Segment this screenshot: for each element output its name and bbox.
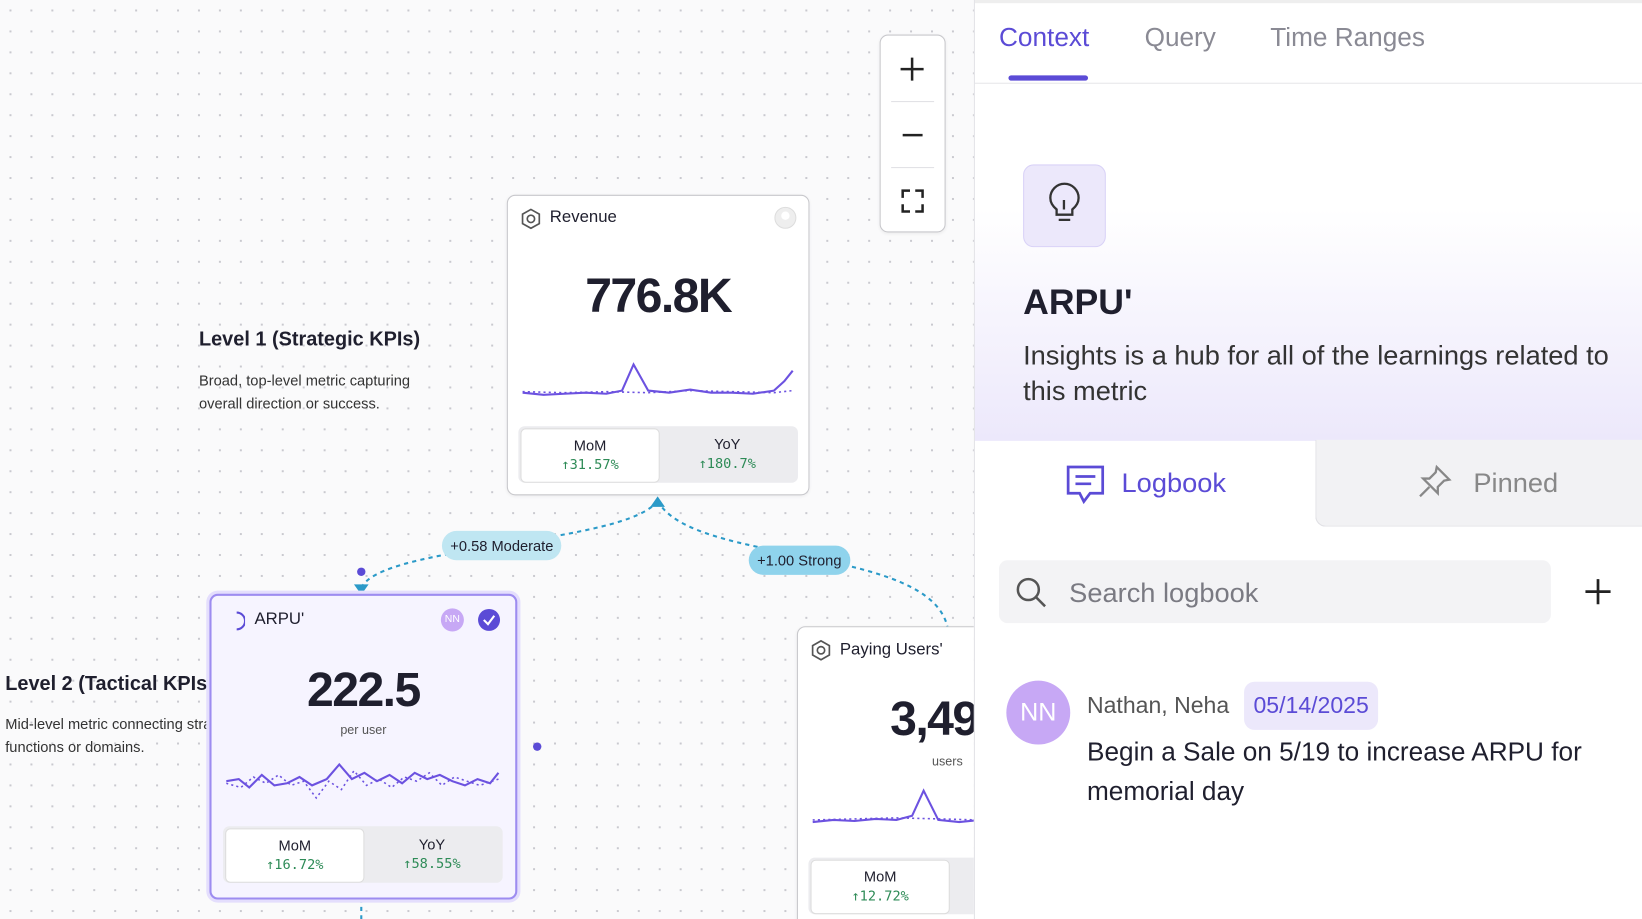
- metric-card[interactable]: ARPU' NN 222.5 per user MoM ↑16.72% YoY ↑5…: [209, 593, 518, 900]
- author-avatar: NN: [1006, 680, 1071, 745]
- metric-description: Insights is a hub for all of the learnin…: [1023, 339, 1609, 407]
- comparison: YoY ↑180.7%: [659, 428, 796, 480]
- search-placeholder: Search logbook: [1069, 577, 1259, 609]
- fit-view[interactable]: [901, 189, 924, 213]
- zoom-in[interactable]: [900, 57, 924, 81]
- comparison-value: ↑180.7%: [698, 456, 756, 473]
- loading-icon: [236, 611, 246, 631]
- subtab[interactable]: Logbook: [1121, 467, 1227, 499]
- owner-icon: [774, 206, 797, 229]
- metric-value: 3,49: [890, 691, 974, 746]
- metric-icon: [811, 639, 831, 661]
- handle: [357, 567, 366, 576]
- edge: [656, 500, 949, 629]
- card-title: ARPU': [254, 610, 305, 629]
- edge-arrow: [650, 496, 665, 507]
- metric-card[interactable]: Revenue 776.8K MoM ↑31.57% YoY ↑180.7%: [506, 194, 810, 496]
- comparison: MoM ↑31.57%: [520, 428, 660, 483]
- comparison-box: MoM ↑31.57% YoY ↑180.7%: [518, 426, 798, 483]
- side-panel: Context Query Time Ranges ARPU' Insights…: [973, 0, 1642, 919]
- zoom-icons: [891, 57, 935, 213]
- comparison: MoM ↑16.72%: [225, 828, 365, 883]
- lightbulb-icon: [1049, 182, 1080, 222]
- entry-author: Nathan, Neha: [1086, 692, 1230, 719]
- tab[interactable]: Time Ranges: [1270, 23, 1425, 53]
- owner-avatar: NN: [440, 608, 464, 632]
- edge-arrow: [353, 584, 369, 595]
- comparison: MoM ↑12.72%: [810, 859, 950, 915]
- metric-unit: per user: [340, 722, 387, 738]
- comparison-label: YoY: [714, 435, 741, 453]
- active-tab-indicator: [1008, 75, 1089, 81]
- comparison-value: ↑31.57%: [561, 457, 619, 474]
- metric-header: ARPU' Insights is a hub for all of the l…: [974, 82, 1642, 441]
- subtab[interactable]: Pinned: [1473, 467, 1559, 499]
- tab[interactable]: Query: [1144, 23, 1216, 53]
- sparkline: [522, 362, 794, 396]
- metric-value: 222.5: [307, 661, 421, 717]
- edge-label[interactable]: +1.00 Strong: [748, 545, 850, 575]
- pin-icon: [1419, 464, 1452, 498]
- level-title: Level 2 (Tactical KPIs): [5, 673, 214, 696]
- logbook-icon: [1066, 465, 1105, 505]
- comparison-value: ↑58.55%: [403, 856, 461, 873]
- entry-text: Begin a Sale on 5/19 to increase ARPU fo…: [1086, 737, 1582, 807]
- insight-icon-box: [1023, 164, 1106, 248]
- comparison-label: MoM: [573, 436, 607, 454]
- comparison-label: MoM: [278, 836, 312, 854]
- sparkline: [812, 788, 974, 824]
- search-box[interactable]: Search logbook: [999, 560, 1551, 624]
- tab[interactable]: Context: [999, 23, 1090, 53]
- top-border: [974, 0, 1642, 4]
- add-button[interactable]: [1584, 578, 1611, 605]
- handle: [533, 742, 542, 751]
- metric-title: ARPU': [1023, 282, 1133, 323]
- metric-icon: [521, 208, 541, 230]
- level-title: Level 1 (Strategic KPIs): [198, 328, 421, 351]
- subtab-inactive: [1315, 439, 1642, 527]
- comparison-value: ↑12.72%: [851, 889, 909, 905]
- comparison-label: YoY: [418, 835, 446, 853]
- edge-label[interactable]: +0.58 Moderate: [441, 530, 562, 561]
- card-title: Revenue: [549, 208, 617, 227]
- entry-date: 05/14/2025: [1244, 681, 1379, 730]
- verified-badge: [478, 608, 501, 631]
- zoom-controls: [879, 34, 946, 233]
- metric-card[interactable]: Paying Users' 3,49 users MoM ↑12.72%: [796, 626, 974, 919]
- level-description: Broad, top-level metric capturing overal…: [198, 371, 411, 412]
- level-description: Mid-level metric connecting strategy to …: [5, 715, 256, 756]
- sparkline: [226, 762, 500, 800]
- comparison-box: MoM ↑12.72%: [808, 857, 974, 915]
- comparison-box: MoM ↑16.72% YoY ↑58.55%: [223, 826, 503, 883]
- comparison: YoY ↑58.55%: [363, 828, 500, 880]
- comparison-value: ↑16.72%: [266, 857, 324, 874]
- search-icon: [1016, 577, 1046, 608]
- comparison-label: MoM: [863, 868, 897, 885]
- card-title: Paying Users': [839, 640, 943, 659]
- metric-tree-canvas: Level 1 (Strategic KPIs) Broad, top-leve…: [0, 0, 974, 919]
- metric-value: 776.8K: [585, 268, 732, 323]
- metric-unit: users: [931, 753, 963, 769]
